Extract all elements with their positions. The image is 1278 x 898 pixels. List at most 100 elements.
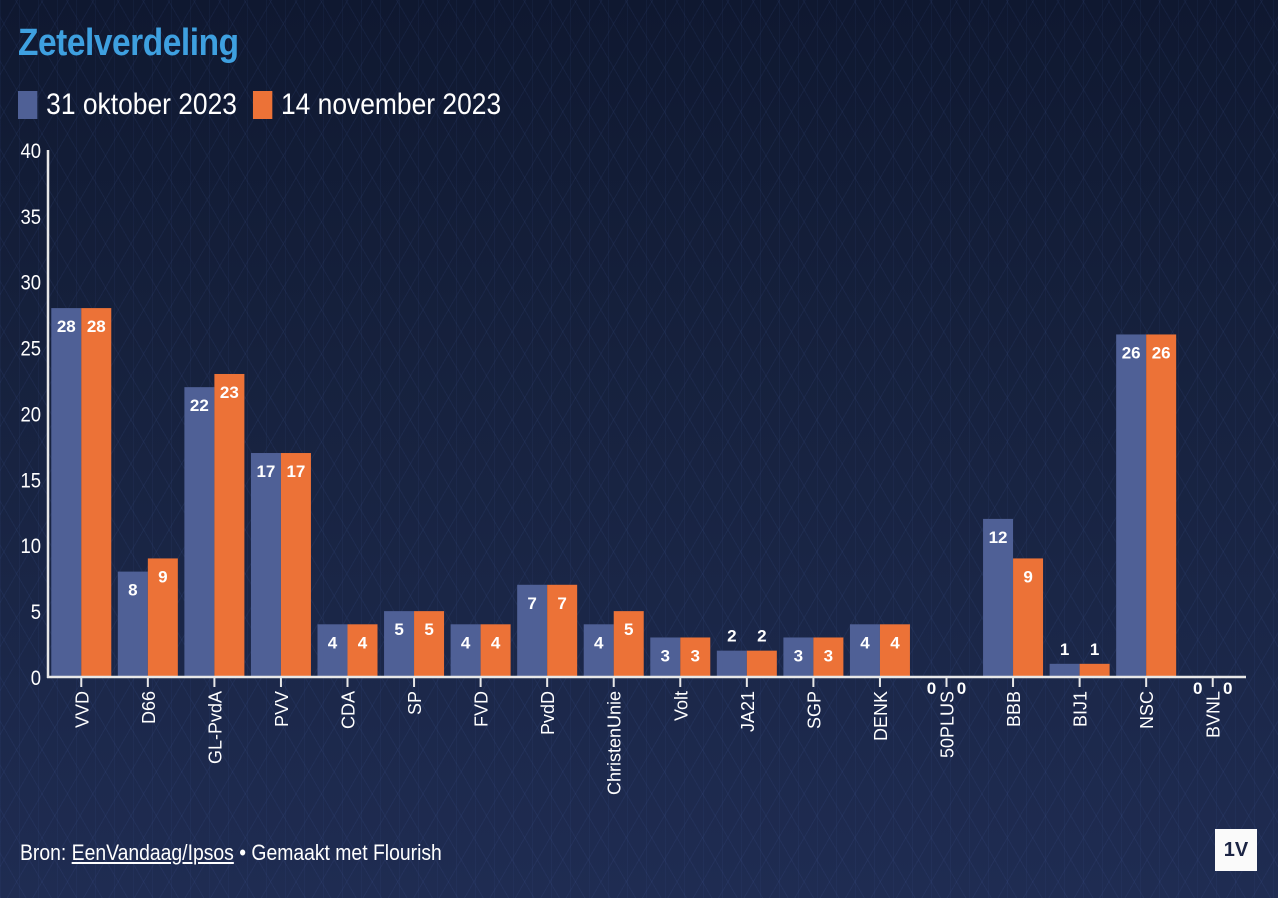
- y-tick-label: 5: [31, 601, 41, 624]
- x-tick-label: BIJ1: [1071, 691, 1091, 727]
- data-label: 5: [394, 620, 403, 639]
- data-label: 17: [256, 462, 275, 481]
- y-tick-label: 15: [20, 469, 41, 492]
- data-label: 0: [1223, 679, 1232, 698]
- source-prefix: Bron:: [20, 840, 72, 865]
- x-tick-label: VVD: [72, 691, 92, 728]
- data-label: 5: [424, 620, 433, 639]
- data-label: 9: [158, 567, 167, 586]
- bar-oct: [650, 637, 681, 677]
- bar-nov: [414, 611, 445, 677]
- bar-oct: [317, 624, 348, 677]
- data-label: 26: [1122, 343, 1141, 362]
- data-label: 28: [57, 317, 76, 336]
- data-label: 2: [757, 627, 766, 646]
- y-tick-label: 25: [20, 338, 41, 361]
- bar-oct: [51, 308, 82, 677]
- legend-label: 14 november 2023: [280, 88, 502, 121]
- bar-nov: [347, 624, 378, 677]
- footer: Bron: EenVandaag/Ipsos • Gemaakt met Flo…: [20, 840, 442, 866]
- bar-nov: [1013, 558, 1044, 677]
- legend-swatch: [252, 91, 273, 119]
- bar-oct: [983, 518, 1014, 677]
- legend-item-series-2[interactable]: 14 november 2023: [252, 88, 502, 122]
- bar-nov: [613, 611, 644, 677]
- x-tick-label: NSC: [1137, 691, 1157, 729]
- bar-oct: [783, 637, 814, 677]
- y-tick-label: 20: [20, 403, 41, 426]
- x-tick-label: JA21: [738, 691, 758, 732]
- bar-nov: [1079, 663, 1110, 677]
- bar-nov: [547, 584, 578, 677]
- data-label: 4: [328, 633, 338, 652]
- bar-nov: [480, 624, 511, 677]
- data-label: 23: [220, 383, 239, 402]
- bar-oct: [384, 611, 415, 677]
- data-label: 4: [491, 633, 501, 652]
- x-tick-label: DENK: [871, 691, 891, 741]
- bar-oct: [583, 624, 614, 677]
- bar-oct: [849, 624, 880, 677]
- data-label: 4: [890, 633, 900, 652]
- bar-oct: [716, 650, 747, 677]
- bar-oct: [1049, 663, 1080, 677]
- bar-nov: [1146, 334, 1177, 677]
- data-label: 4: [461, 633, 471, 652]
- legend-label: 31 oktober 2023: [46, 88, 237, 121]
- data-label: 8: [128, 581, 137, 600]
- x-tick-label: GL-PvdA: [205, 691, 225, 764]
- legend-item-series-1[interactable]: 31 oktober 2023: [18, 88, 237, 122]
- data-label: 2: [727, 627, 736, 646]
- x-tick-label: BBB: [1004, 691, 1024, 727]
- bar-nov: [280, 453, 311, 677]
- eenvandaag-logo: 1V: [1215, 829, 1257, 871]
- made-with-text: Gemaakt met Flourish: [251, 840, 442, 865]
- x-tick-label: PvdD: [538, 691, 558, 735]
- bar-nov: [746, 650, 777, 677]
- bar-oct: [250, 453, 281, 677]
- source-link[interactable]: EenVandaag/Ipsos: [71, 840, 234, 865]
- data-label: 17: [286, 462, 305, 481]
- bar-nov: [813, 637, 844, 677]
- y-tick-label: 35: [20, 206, 41, 229]
- x-tick-label: SGP: [804, 691, 824, 729]
- data-label: 3: [824, 646, 833, 665]
- y-tick-label: 40: [20, 140, 41, 163]
- data-label: 1: [1060, 640, 1069, 659]
- y-tick-label: 30: [20, 272, 41, 295]
- data-label: 0: [1193, 679, 1202, 698]
- y-tick-label: 0: [31, 667, 41, 690]
- x-tick-label: FVD: [472, 691, 492, 727]
- bar-nov: [214, 373, 245, 677]
- x-tick-label: Volt: [671, 691, 691, 721]
- data-label: 26: [1152, 343, 1171, 362]
- data-label: 4: [860, 633, 870, 652]
- data-label: 28: [87, 317, 106, 336]
- data-label: 7: [557, 594, 566, 613]
- data-label: 4: [358, 633, 368, 652]
- x-tick-label: PVV: [272, 691, 292, 727]
- bar-oct: [117, 571, 148, 677]
- legend: 31 oktober 2023 14 november 2023: [18, 88, 517, 122]
- bar-nov: [680, 637, 711, 677]
- data-label: 0: [957, 679, 966, 698]
- footer-separator: •: [233, 840, 252, 865]
- y-tick-label: 10: [20, 535, 41, 558]
- bar-oct: [184, 387, 215, 677]
- data-label: 3: [661, 646, 670, 665]
- data-label: 4: [594, 633, 604, 652]
- data-label: 1: [1090, 640, 1099, 659]
- data-label: 22: [190, 396, 209, 415]
- bar-oct: [1116, 334, 1147, 677]
- data-label: 3: [691, 646, 700, 665]
- bar-oct: [517, 584, 548, 677]
- legend-swatch: [18, 91, 38, 119]
- data-label: 7: [527, 594, 536, 613]
- bar-nov: [147, 558, 178, 677]
- data-label: 0: [927, 679, 936, 698]
- data-label: 12: [989, 528, 1008, 547]
- x-tick-label: 50PLUS: [938, 691, 958, 758]
- bar-oct: [450, 624, 481, 677]
- bar-nov: [879, 624, 910, 677]
